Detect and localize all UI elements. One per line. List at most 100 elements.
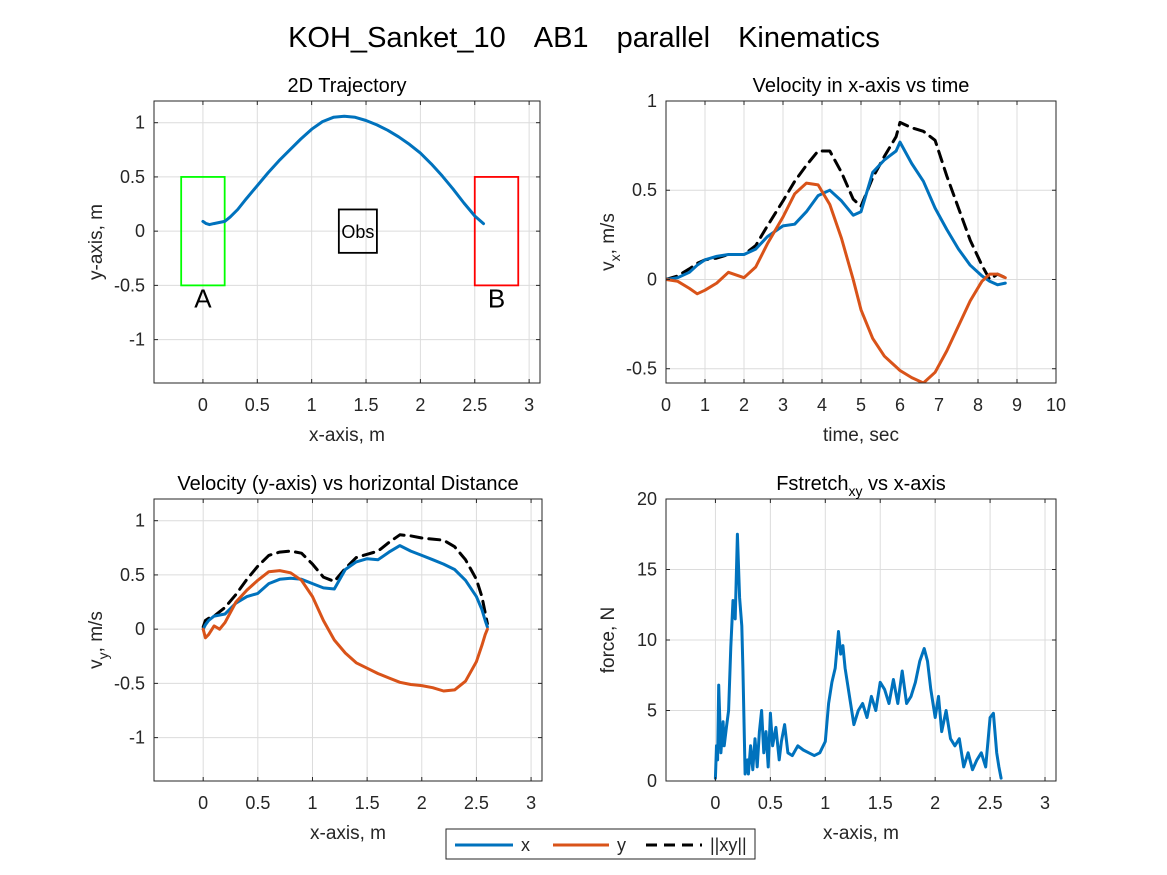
vx_time-xtick-label: 5	[856, 395, 866, 415]
legend-label-xy: ||xy||	[710, 835, 747, 855]
traj-xtick-label: 1.5	[354, 395, 379, 415]
figure-title-subject: KOH_Sanket_10	[288, 22, 506, 54]
vy_dist-ytick-label: 0	[135, 619, 145, 639]
start-box	[180, 176, 226, 287]
traj-ytick-label: -0.5	[114, 275, 145, 295]
traj-ytick-label: 1	[135, 113, 145, 133]
obstacle-box-label: Obs	[341, 222, 374, 242]
vy_dist-xtick-label: 0	[198, 793, 208, 813]
vy_dist-xlabel: x-axis, m	[310, 823, 386, 844]
vx_time-xtick-label: 6	[895, 395, 905, 415]
fstretch-xtick-label: 2	[930, 793, 940, 813]
fstretch-ytick-label: 0	[647, 771, 657, 791]
trajectory-plot: A B Obs 0 0.5 1 1.5 2 2.5 3 -1 -0.5 0 0.5 1 x-axis, m y-…	[86, 75, 541, 446]
traj-xtick-label: 3	[524, 395, 534, 415]
vx_time-ylabel-sub: x	[607, 254, 623, 261]
traj-xtick-label: 1	[307, 395, 317, 415]
figure-title-condition: AB1	[534, 22, 589, 54]
traj-ytick-label: 0.5	[120, 167, 145, 187]
fstretch-plot: 0 0.5 1 1.5 2 2.5 3 0 5 10 15 20 x-axis, m force, N Fs…	[598, 473, 1057, 844]
vx_time-series-y	[666, 181, 1007, 383]
vy_dist-ytick-label: 1	[135, 511, 145, 531]
fstretch-series-x	[713, 532, 1003, 780]
traj-ylabel: y-axis, m	[86, 204, 107, 280]
vx_time-ylabel: vx, m/s	[598, 213, 623, 271]
vy_dist-xtick-label: 1.5	[355, 793, 380, 813]
traj-plot-area	[154, 101, 540, 383]
end-box-label: B	[488, 283, 505, 313]
vy_dist-xtick-label: 1	[307, 793, 317, 813]
fstretch-title: Fstretchxy vs x-axis	[776, 473, 946, 499]
fstretch-xtick-label: 0	[710, 793, 720, 813]
fstretch-ytick-label: 5	[647, 701, 657, 721]
fstretch-ytick-label: 10	[637, 630, 657, 650]
vy_dist-ytick-label: 0.5	[120, 565, 145, 585]
vx_time-ytick-label: 1	[647, 91, 657, 111]
vx_time-ylabel-main: v	[598, 261, 619, 271]
vx_time-xtick-label: 1	[700, 395, 710, 415]
vy_dist-ylabel-main: v	[86, 659, 107, 669]
figure-title-mode: parallel	[617, 22, 711, 54]
obstacle-box	[337, 208, 378, 254]
vy_dist-ylabel-sub: y	[95, 652, 111, 659]
vx_time-xtick-label: 4	[817, 395, 827, 415]
vy_dist-axes-box	[153, 498, 543, 782]
vy_dist-ytick-label: -0.5	[114, 673, 145, 693]
legend: x y ||xy||	[445, 828, 756, 860]
vy_dist-xtick-label: 2.5	[464, 793, 489, 813]
end-box	[473, 176, 520, 287]
vy_dist-xtick-label: 0.5	[245, 793, 270, 813]
vx_time-xtick-label: 7	[934, 395, 944, 415]
fstretch-ytick-label: 20	[637, 489, 657, 509]
traj-ytick-label: -1	[129, 330, 145, 350]
fstretch-xtick-label: 2.5	[978, 793, 1003, 813]
fstretch-xtick-label: 0.5	[758, 793, 783, 813]
vx_time-xtick-label: 8	[973, 395, 983, 415]
fstretch-ytick-label: 15	[637, 560, 657, 580]
vy_dist-ylabel: vy, m/s	[86, 611, 111, 669]
start-box-label: A	[194, 283, 212, 313]
fstretch-xlabel: x-axis, m	[823, 823, 899, 844]
fstretch-xtick-label: 3	[1040, 793, 1050, 813]
vy_dist-xtick-label: 2	[417, 793, 427, 813]
legend-label-x: x	[521, 835, 530, 855]
fstretch-xtick-label: 1.5	[868, 793, 893, 813]
figure-title: KOH_Sanket_10 AB1 parallel Kinematics	[288, 22, 880, 54]
traj-axes-box	[153, 100, 541, 384]
vx_time-xtick-label: 10	[1046, 395, 1066, 415]
traj-xtick-label: 0	[198, 395, 208, 415]
vx_time-xtick-label: 0	[661, 395, 671, 415]
vx_time-xtick-label: 2	[739, 395, 749, 415]
vx_time-xtick-label: 9	[1012, 395, 1022, 415]
vy-distance-plot: 0 0.5 1 1.5 2 2.5 3 -1 -0.5 0 0.5 1 x-axis, m vy, m/s…	[86, 473, 543, 844]
vx_time-ylabel-rest: , m/s	[598, 213, 619, 254]
vy_dist-series-xy	[201, 533, 489, 629]
vx_time-xtick-label: 3	[778, 395, 788, 415]
traj-ytick-label: 0	[135, 221, 145, 241]
vx_time-series-x	[666, 140, 1007, 287]
vy_dist-series-y	[201, 569, 489, 693]
vy_dist-plot-area	[154, 499, 542, 781]
fstretch-title-sub: xy	[848, 483, 862, 499]
vx_time-xlabel: time, sec	[823, 425, 899, 446]
fstretch-ylabel: force, N	[598, 607, 619, 674]
vy_dist-ylabel-rest: , m/s	[86, 611, 107, 652]
legend-label-y: y	[617, 835, 626, 855]
traj-xtick-label: 2	[415, 395, 425, 415]
figure-title-kind: Kinematics	[738, 22, 880, 54]
fstretch-xtick-label: 1	[820, 793, 830, 813]
traj-title: 2D Trajectory	[288, 75, 407, 97]
vy_dist-xtick-label: 3	[526, 793, 536, 813]
traj-xtick-label: 2.5	[462, 395, 487, 415]
vy_dist-title: Velocity (y-axis) vs horizontal Distance	[177, 473, 518, 495]
traj-xlabel: x-axis, m	[309, 425, 385, 446]
vx_time-ytick-label: -0.5	[626, 359, 657, 379]
fstretch-title-main: Fstretch	[776, 473, 848, 495]
traj-series-x	[201, 114, 485, 227]
traj-xtick-label: 0.5	[245, 395, 270, 415]
vx_time-ytick-label: 0.5	[632, 180, 657, 200]
fstretch-title-rest: vs x-axis	[862, 473, 945, 495]
vx_time-title: Velocity in x-axis vs time	[753, 75, 970, 97]
